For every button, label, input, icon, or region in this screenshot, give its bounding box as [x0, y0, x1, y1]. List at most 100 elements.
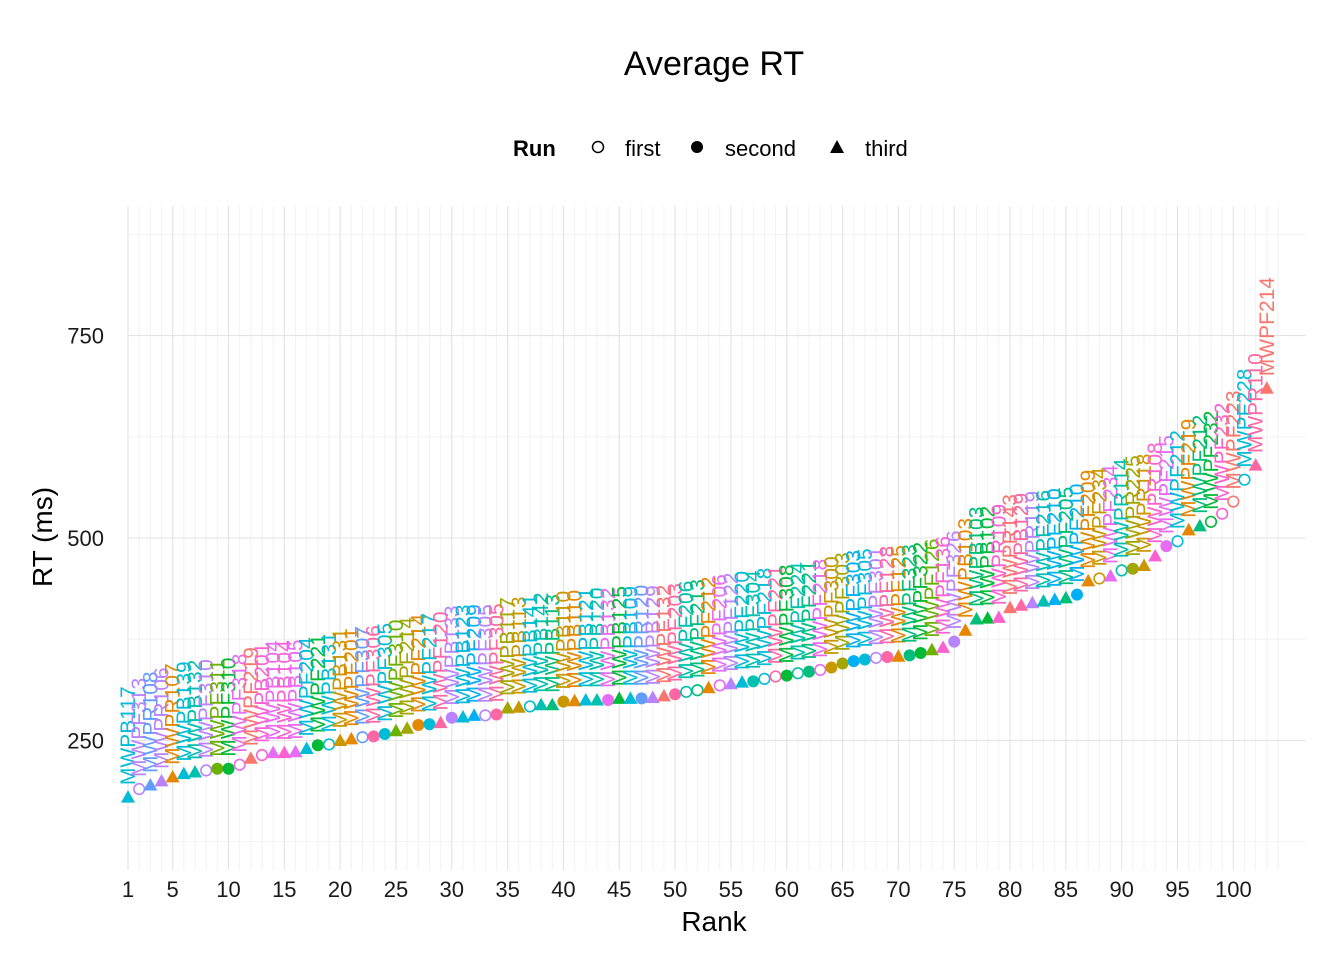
- point-first: [791, 667, 805, 680]
- point-label: MWPF232: [1211, 403, 1234, 502]
- point-label: MWPF201: [340, 628, 363, 727]
- point-second: [367, 730, 380, 743]
- y-axis-ticks: 250 500 750: [67, 324, 104, 754]
- point-label: MWPF210: [1066, 483, 1089, 582]
- x-tick-label: 60: [774, 877, 798, 902]
- point-label: MWPB117: [497, 597, 520, 696]
- point-third: [534, 697, 549, 711]
- legend-label-first: first: [625, 136, 660, 161]
- point-label: MWPF210: [1044, 488, 1067, 587]
- point-label: MWPB131: [329, 628, 352, 728]
- point-label: MWPF234: [1100, 465, 1123, 565]
- legend-title: Run: [513, 136, 556, 161]
- point-third: [958, 623, 973, 636]
- point-label: MWPF220: [731, 571, 754, 670]
- point-third: [176, 766, 191, 780]
- x-tick-label: 20: [328, 877, 352, 902]
- point-second: [635, 692, 648, 705]
- point-first: [479, 709, 492, 722]
- legend-label-second: second: [725, 136, 796, 161]
- point-first: [133, 782, 146, 796]
- point-labels: MWPB117MWPF313MWPR108MWPR106MWPR107MWPB1…: [117, 277, 1279, 785]
- point-first: [1171, 535, 1184, 548]
- point-label: MWPF224: [787, 562, 810, 662]
- point-third: [1259, 381, 1274, 394]
- point-third: [333, 733, 348, 746]
- point-third: [891, 649, 906, 662]
- point-label: MWPF322: [910, 542, 933, 641]
- point-second: [1126, 562, 1139, 575]
- point-label: MWPB113: [541, 594, 564, 693]
- point-third: [1103, 569, 1118, 582]
- point-second: [948, 635, 961, 648]
- x-tick-label: 5: [167, 877, 179, 902]
- point-third: [121, 790, 135, 803]
- point-first: [322, 738, 336, 751]
- point-label: MWPF305: [854, 548, 877, 647]
- x-tick-label: 50: [663, 877, 687, 902]
- point-third: [467, 708, 482, 721]
- point-label: MWPF303: [832, 552, 855, 651]
- point-label: MWPF126: [921, 539, 944, 638]
- point-third: [344, 731, 359, 745]
- x-axis-ticks: 1 5 10 15 20 25 30 35 40 45 50 55 60 65 70 75 80 85 90 95 10…: [122, 877, 1252, 902]
- point-second: [825, 661, 838, 674]
- point-label: MWPB103: [954, 518, 977, 618]
- point-second: [602, 693, 615, 706]
- point-label: MWPB129: [1010, 493, 1033, 593]
- grid-lines: [127, 206, 1306, 870]
- point-label: MWPB117: [117, 686, 140, 785]
- x-tick-label: 85: [1054, 877, 1078, 902]
- point-third: [545, 697, 560, 711]
- point-label: MWPF206: [675, 581, 698, 680]
- point-second: [445, 711, 458, 724]
- point-label: MWPF209: [1077, 470, 1100, 569]
- point-second: [423, 718, 436, 731]
- point-second: [803, 665, 816, 678]
- point-third: [455, 709, 470, 723]
- point-first: [814, 663, 827, 677]
- x-tick-label: 25: [384, 877, 408, 902]
- point-label: MWPF217: [418, 613, 441, 712]
- point-third: [936, 640, 951, 653]
- point-second: [1160, 540, 1173, 553]
- point-label: MWPF221: [307, 634, 330, 733]
- point-label: MWPF232: [1200, 411, 1223, 510]
- point-third: [578, 692, 593, 706]
- point-third: [187, 765, 202, 778]
- point-label: MWPB109: [619, 586, 642, 686]
- point-label: MWPR143: [999, 494, 1022, 596]
- point-label: MWPF228: [1234, 369, 1257, 468]
- point-label: MWPF303: [843, 550, 866, 649]
- x-tick-label: 1: [122, 877, 134, 902]
- point-label: MWPB142: [530, 592, 553, 692]
- x-axis-title: Rank: [681, 906, 747, 937]
- point-first: [523, 700, 537, 713]
- point-first: [200, 764, 213, 777]
- point-label: MWPF219: [240, 647, 263, 746]
- point-label: MWPF214: [396, 617, 419, 717]
- point-second: [311, 739, 324, 752]
- point-label: MWPF204: [296, 637, 319, 737]
- point-label: MWPB110: [564, 590, 587, 689]
- point-label: MWPR120: [631, 585, 654, 687]
- point-third: [1148, 548, 1163, 562]
- point-label: MWPF216: [1033, 490, 1056, 589]
- point-third: [723, 676, 738, 690]
- point-label: MWPB133: [441, 605, 464, 705]
- point-third: [299, 741, 314, 755]
- point-label: MWPF223: [1222, 390, 1245, 489]
- point-label: MWPF215: [1155, 435, 1178, 534]
- point-label: MWPF212: [1167, 430, 1190, 529]
- point-first: [691, 684, 704, 697]
- point-label: MWPF203: [664, 583, 687, 682]
- point-third: [991, 610, 1006, 623]
- point-label: MWPF318: [229, 654, 252, 753]
- point-label: MWPB141: [519, 594, 542, 694]
- point-label: MWPF209: [463, 604, 486, 703]
- point-label: MWPB102: [977, 506, 1000, 606]
- point-third: [400, 721, 415, 734]
- x-tick-label: 65: [830, 877, 854, 902]
- point-label: MWPR114: [1111, 458, 1134, 558]
